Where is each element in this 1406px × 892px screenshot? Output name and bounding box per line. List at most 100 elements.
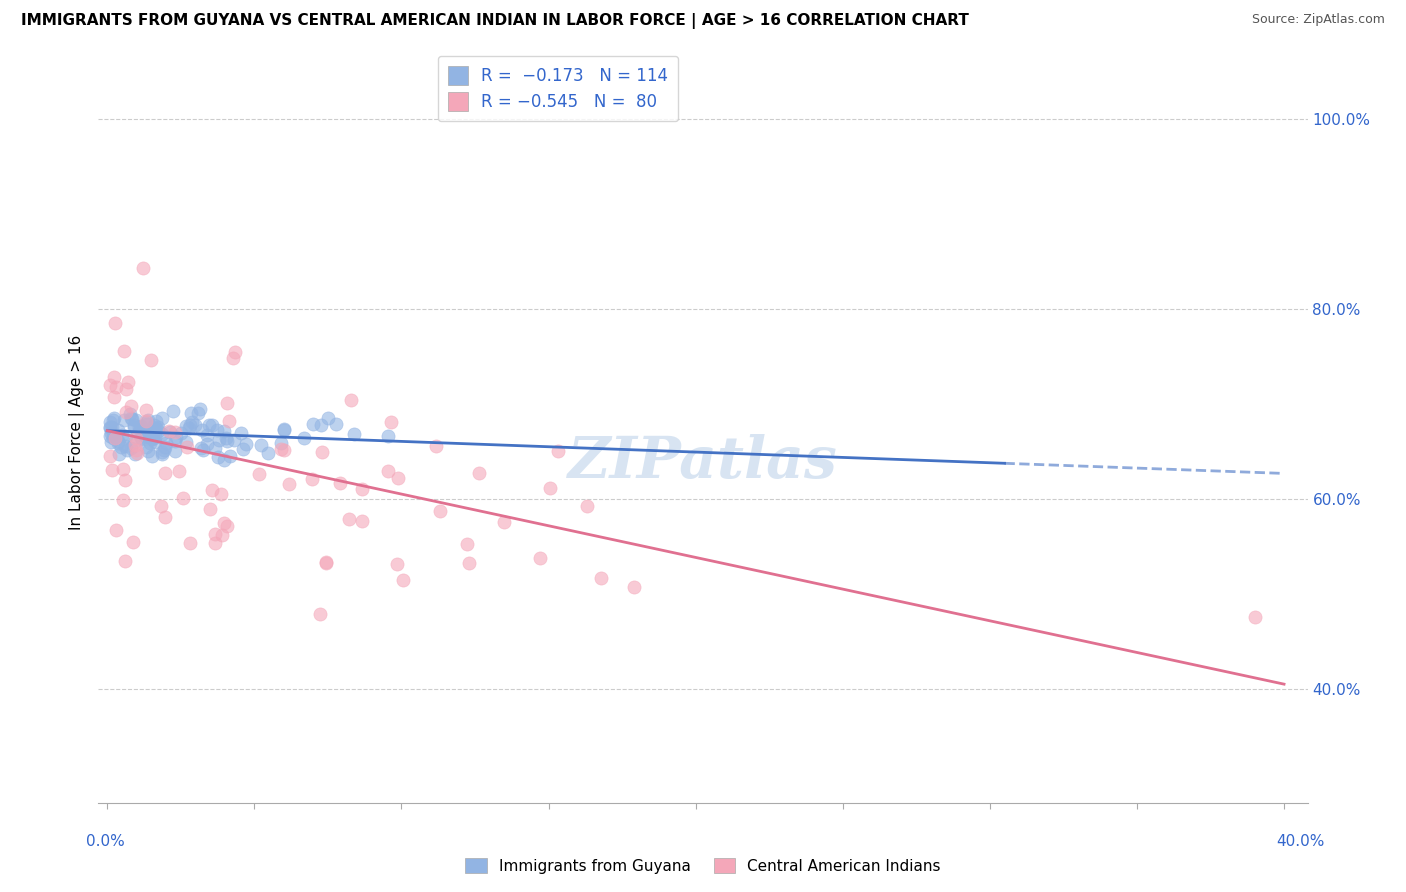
Point [148,424,170,438]
Point [150,499,173,513]
Point [146,422,169,436]
Point [377,429,399,443]
Point [247,467,270,481]
Point [101,412,124,426]
Point [138,435,160,450]
Point [468,466,491,480]
Point [142,424,165,438]
Point [179,417,201,432]
Point [112,412,135,426]
Point [167,465,190,479]
Point [125,431,148,445]
Point [425,439,447,453]
Point [273,443,295,458]
Point [538,481,561,495]
Point [352,482,374,496]
Point [111,492,134,507]
Point [207,434,229,448]
Point [270,436,292,450]
Point [1243,609,1265,624]
Point [229,425,252,440]
Point [135,414,157,428]
Point [98,420,121,434]
Point [98,450,121,464]
Point [302,417,325,432]
Point [391,573,413,587]
Point [114,382,136,396]
Point [107,423,129,437]
Point [153,466,176,480]
Point [221,351,243,365]
Point [124,434,146,449]
Point [139,431,162,445]
Point [142,423,165,437]
Point [180,406,202,420]
Point [131,261,153,276]
Point [176,441,198,455]
Point [150,411,173,425]
Point [131,428,153,442]
Point [135,440,157,454]
Point [148,419,170,434]
Point [232,442,254,456]
Point [98,429,121,443]
Point [591,571,613,585]
Point [153,440,176,454]
Point [103,369,125,384]
Point [256,446,278,460]
Point [172,491,194,506]
Point [145,414,167,428]
Point [292,431,315,445]
Point [325,417,347,432]
Point [217,518,239,533]
Text: 0.0%: 0.0% [86,834,125,848]
Point [457,556,479,570]
Point [350,514,373,528]
Point [114,554,136,568]
Point [101,431,124,445]
Point [315,557,337,571]
Point [311,445,333,459]
Point [380,415,402,429]
Point [101,428,124,442]
Point [235,437,257,451]
Point [125,445,148,459]
Point [207,450,229,465]
Point [184,417,207,432]
Point [209,487,232,501]
Point [124,438,146,452]
Point [159,425,181,439]
Point [115,429,138,443]
Point [136,413,159,427]
Point [204,536,226,550]
Point [141,353,163,368]
Point [131,433,153,447]
Point [150,444,173,458]
Point [623,580,645,594]
Point [177,421,200,435]
Point [136,415,159,429]
Point [315,555,337,569]
Point [165,425,187,439]
Point [215,431,238,445]
Point [385,558,408,572]
Point [135,417,157,431]
Point [337,512,360,526]
Point [163,434,186,448]
Point [103,410,125,425]
Point [100,435,122,450]
Point [387,471,409,485]
Point [141,432,163,446]
Point [104,316,127,330]
Point [110,440,132,454]
Point [129,419,152,434]
Point [217,396,239,410]
Point [187,406,209,420]
Point [142,421,165,435]
Point [104,431,127,445]
Point [219,449,242,463]
Point [547,444,569,458]
Point [188,402,211,417]
Point [343,426,366,441]
Point [143,435,166,450]
